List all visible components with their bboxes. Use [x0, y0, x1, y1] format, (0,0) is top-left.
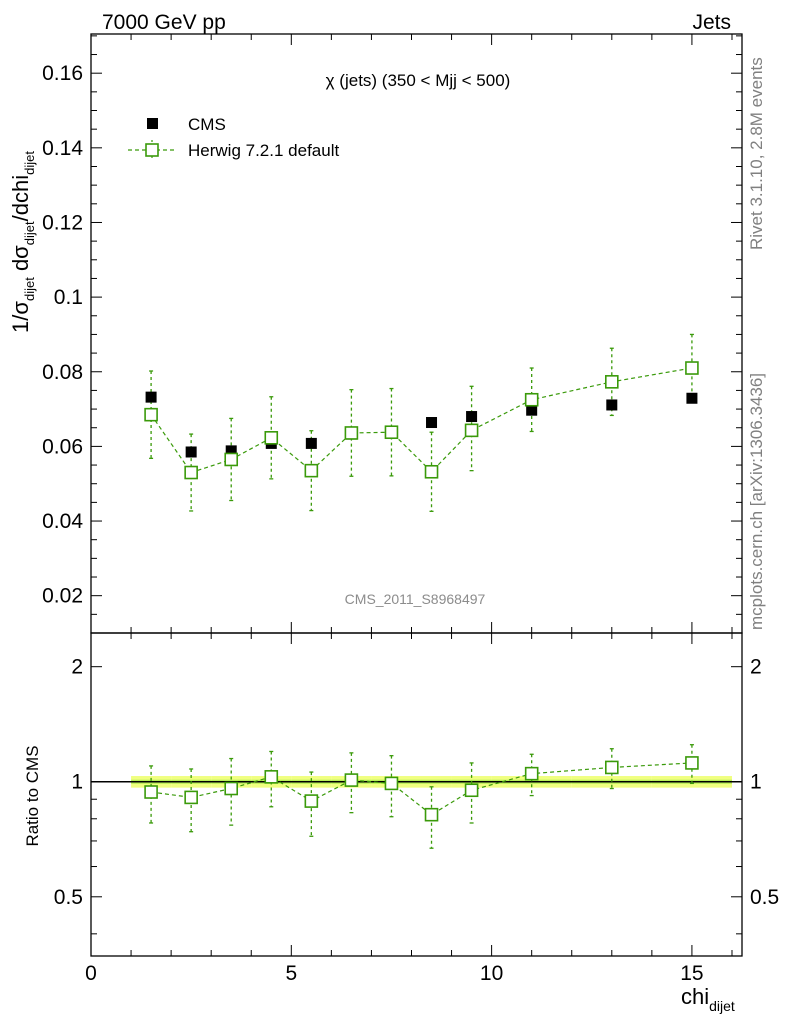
ratio-ylabel: Ratio to CMS: [23, 745, 42, 846]
ratio-point: [685, 756, 699, 770]
cms-point: [426, 417, 438, 429]
cms-point: [466, 411, 478, 423]
ratio-panel-marks: [91, 744, 742, 849]
legend: CMS Herwig 7.2.1 default: [128, 115, 339, 160]
legend-marker-herwig: [145, 143, 159, 157]
ratio-panel-frame: [90, 632, 743, 957]
analysis-watermark: CMS_2011_S8968497: [345, 591, 486, 607]
cms-point: [305, 437, 317, 449]
svg-text:1/σdijet dσdijet/dchidijet: 1/σdijet dσdijet/dchidijet: [8, 151, 37, 333]
ratio-point: [604, 760, 619, 775]
xlabel: chidijet: [681, 984, 735, 1014]
cms-point: [606, 399, 618, 411]
chart-title: χ (jets) (350 < Mjj < 500): [326, 71, 511, 90]
legend-marker-cms: [147, 118, 158, 129]
ratio-ytick-label-right: 0.5: [750, 886, 779, 909]
main-ytick-label: 0.04: [42, 510, 83, 533]
ratio-point: [304, 794, 319, 808]
ratio-point: [424, 807, 439, 822]
xtick-label: 5: [285, 962, 297, 985]
ylabel-part-c: /dchi: [8, 175, 33, 221]
xtick-label: 15: [680, 962, 703, 985]
legend-label-herwig: Herwig 7.2.1 default: [188, 141, 339, 160]
main-ylabel: 1/σdijet dσdijet/dchidijet: [8, 151, 37, 333]
mc-point: [344, 426, 359, 440]
cms-point: [185, 446, 197, 458]
ratio-point: [344, 773, 359, 787]
legend-label-cms: CMS: [188, 115, 226, 134]
ratio-ytick-label-right: 2: [750, 656, 762, 679]
ylabel-sub-b: dijet: [22, 221, 37, 245]
ylabel-part-a: 1/σ: [8, 301, 33, 333]
mc-point: [464, 423, 479, 438]
ylabel-sub-c: dijet: [22, 151, 37, 175]
ylabel-sub-a: dijet: [22, 277, 37, 301]
ratio-ytick-label: 1: [71, 771, 83, 794]
ratio-panel-axes: 0 5 10 15 0.5 0.5 1 1 2 2: [54, 632, 779, 985]
ylabel-part-b: dσ: [8, 245, 33, 277]
side-text-mcplots: mcplots.cern.ch [arXiv:1306.3436]: [747, 373, 766, 630]
ratio-point: [144, 785, 158, 799]
ratio-ytick-label-right: 1: [750, 771, 762, 794]
side-text-rivet: Rivet 3.1.10, 2.8M events: [747, 57, 766, 250]
header-process-label: Jets: [692, 11, 731, 34]
xtick-label: 10: [480, 962, 503, 985]
mc-point: [424, 464, 439, 479]
main-ytick-label: 0.16: [42, 62, 83, 85]
main-ytick-label: 0.08: [42, 361, 83, 384]
mc-point: [184, 465, 198, 480]
cms-point: [145, 391, 157, 403]
ratio-series-line: [151, 762, 692, 816]
mc-point: [264, 431, 279, 445]
mc-point: [384, 425, 399, 440]
ratio-point: [184, 790, 198, 805]
header-energy-label: 7000 GeV pp: [102, 11, 226, 34]
ratio-point: [224, 781, 239, 796]
xtick-label: 0: [85, 962, 97, 985]
ratio-ytick-label: 0.5: [54, 886, 83, 909]
main-ytick-label: 0.12: [42, 211, 83, 234]
ratio-ytick-label: 2: [71, 656, 83, 679]
mc-point: [604, 375, 619, 389]
ratio-point: [464, 783, 479, 798]
ratio-point: [524, 766, 539, 781]
main-ytick-label: 0.06: [42, 435, 83, 458]
cms-point: [225, 445, 237, 457]
main-panel-marks: [144, 333, 699, 512]
mc-point: [524, 392, 539, 407]
ratio-point: [384, 776, 399, 791]
main-ytick-label: 0.14: [42, 137, 83, 160]
mc-point: [144, 407, 158, 422]
main-panel-axes: 0.02 0.04 0.06 0.08 0.1 0.12 0.14 0.16: [42, 33, 743, 634]
cms-point: [526, 404, 538, 416]
main-ytick-label: 0.02: [42, 585, 83, 608]
ratio-point: [264, 770, 279, 784]
main-ytick-label: 0.1: [54, 286, 83, 309]
mc-point: [685, 361, 699, 375]
mc-point: [304, 463, 319, 478]
mc-point: [224, 452, 239, 467]
xlabel-sub: dijet: [709, 998, 735, 1014]
cms-point: [686, 392, 698, 404]
